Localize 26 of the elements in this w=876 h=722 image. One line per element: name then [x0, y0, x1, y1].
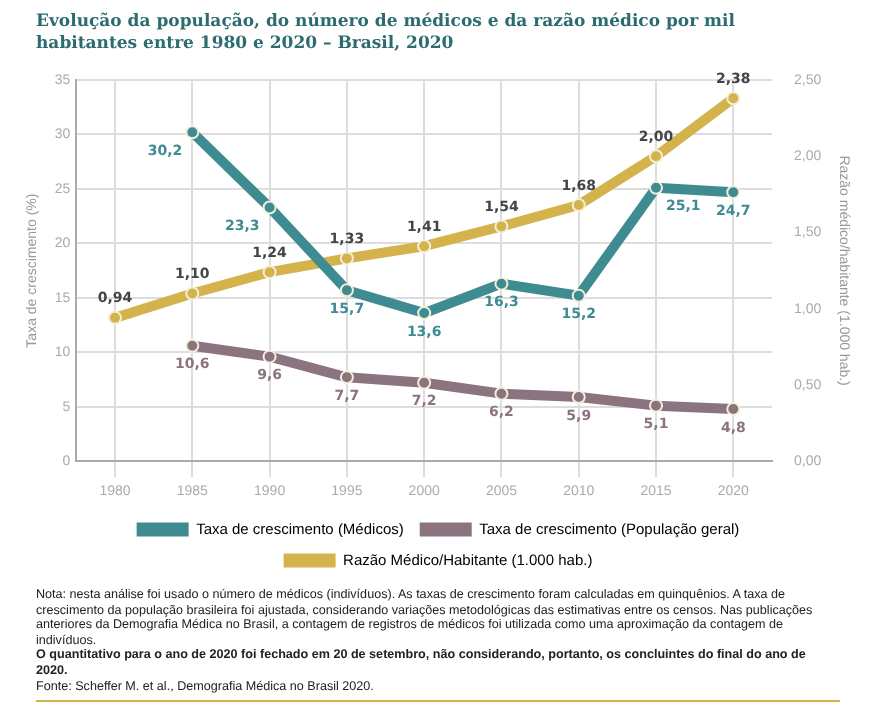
point [339, 283, 354, 298]
point [571, 389, 586, 404]
point [417, 306, 432, 321]
point [185, 286, 200, 301]
point [571, 288, 586, 303]
point [649, 398, 664, 413]
point [108, 310, 123, 325]
point [262, 200, 277, 215]
point [185, 125, 200, 140]
point [417, 239, 432, 254]
point [726, 401, 741, 416]
point [649, 149, 664, 164]
chart-title: Evolução da população, do número de médicos e da razão médico por mil habitantes entre 1980 e 2020 – Brasil, 2020 [36, 12, 737, 56]
point [494, 386, 509, 401]
point [339, 251, 354, 266]
point [262, 265, 277, 280]
point [649, 180, 664, 195]
point [185, 338, 200, 353]
point [262, 349, 277, 364]
point [494, 219, 509, 234]
point [494, 276, 509, 291]
point [726, 185, 741, 200]
point [571, 198, 586, 213]
point [339, 370, 354, 385]
point [417, 375, 432, 390]
point [726, 91, 741, 106]
